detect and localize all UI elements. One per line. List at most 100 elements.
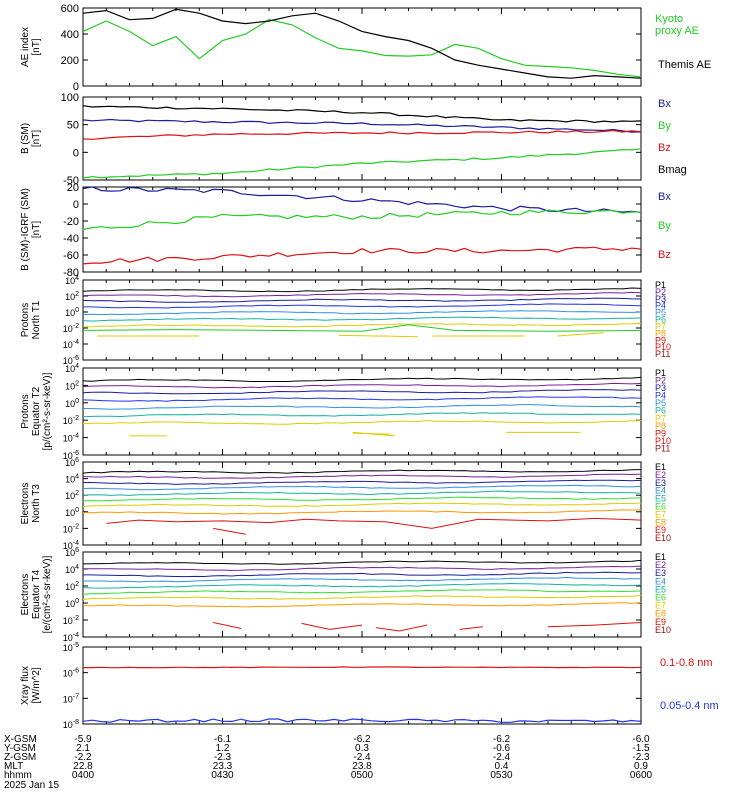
y-axis-label: Equator T4 [31, 569, 42, 619]
y-axis-label: [W/m^2] [31, 667, 42, 704]
series-line [82, 601, 642, 608]
series-line [82, 396, 642, 402]
y-tick-label: 10-6 [63, 355, 79, 366]
y-tick-label: -40 [63, 233, 79, 245]
series-line [82, 129, 642, 140]
legend-entry: Bx [658, 98, 671, 110]
legend-entry: P9 [655, 335, 666, 345]
orbit-cell: 2.1 [76, 743, 90, 754]
orbit-cell: 0500 [351, 770, 374, 781]
series-line [82, 559, 642, 565]
series-line [82, 118, 642, 133]
panel-frame-5 [82, 367, 642, 456]
series-line [82, 469, 642, 474]
legend-entry: P2 [655, 376, 666, 386]
orbit-cell: 0430 [211, 770, 234, 781]
series-segment [352, 432, 390, 435]
series-line [82, 404, 642, 410]
series-line [82, 502, 642, 508]
series-line [82, 186, 642, 213]
y-axis-label: Electrons [20, 483, 31, 525]
y-tick-label: 10-2 [63, 615, 79, 626]
y-tick-label: 100 [61, 92, 79, 104]
legend-entry: P6 [655, 315, 666, 325]
legend-entry: P11 [655, 349, 670, 359]
y-axis-label: [nT] [31, 130, 42, 147]
series-segment [213, 622, 242, 629]
orbit-cell: -6.2 [493, 734, 511, 745]
legend-entry: P5 [655, 398, 666, 408]
series-line [82, 376, 642, 382]
y-tick-label: -80 [63, 267, 79, 279]
y-tick-label: 106 [65, 457, 79, 468]
legend-entry: E6 [655, 502, 666, 512]
y-tick-label: 100 [65, 507, 79, 518]
y-axis-label: [p/(cm²-s-sr-keV)] [42, 372, 53, 450]
orbit-cell: 0.9 [634, 761, 648, 772]
orbit-cell: 0400 [72, 770, 95, 781]
y-axis-label: Electrons [20, 574, 31, 616]
y-tick-label: 104 [65, 474, 79, 485]
orbit-cell: 23.8 [352, 761, 372, 772]
legend-entry: P10 [655, 342, 671, 352]
legend-entry: E1 [655, 462, 666, 472]
y-tick-label: -50 [63, 175, 79, 187]
y-axis-label: B (SM)-IGRF (SM) [20, 188, 31, 271]
series-line [82, 8, 642, 79]
series-line [82, 322, 642, 328]
y-tick-label: 600 [61, 3, 79, 15]
legend-entry: E7 [655, 601, 666, 611]
series-line [82, 316, 642, 322]
orbit-row-label: MLT [4, 761, 23, 772]
y-tick-label: 0 [73, 147, 79, 159]
orbit-row-label: hhmm [4, 770, 32, 781]
legend-entry: P2 [655, 287, 666, 297]
y-tick-label: 0 [73, 199, 79, 211]
legend-entry: Bz [658, 142, 671, 154]
y-tick-label: 10-2 [63, 415, 79, 426]
y-axis-label: Protons [20, 303, 31, 337]
y-tick-label: 104 [65, 363, 79, 374]
y-tick-label: 200 [61, 55, 79, 67]
y-tick-label: 0 [73, 81, 79, 93]
y-tick-label: 10-4 [63, 632, 79, 643]
legend-entry: Bmag [658, 164, 687, 176]
series-segment [547, 622, 642, 628]
y-tick-label: 100 [65, 598, 79, 609]
y-tick-label: 10-4 [63, 540, 79, 551]
legend-entry: E10 [655, 533, 671, 543]
y-tick-label: -20 [63, 216, 79, 228]
legend-entry: Bz [658, 249, 671, 261]
legend-entry: P7 [655, 321, 666, 331]
orbit-cell: 0600 [630, 770, 653, 781]
legend-entry: P1 [655, 368, 666, 378]
orbit-cell: 0530 [490, 770, 513, 781]
series-line [82, 246, 642, 265]
series-line [82, 589, 642, 595]
orbit-row-label: Y-GSM [4, 743, 36, 754]
orbit-cell: -2.2 [74, 752, 92, 763]
y-tick-label: 102 [65, 291, 79, 302]
y-axis-label: [e/(cm²-s-sr-keV)] [42, 555, 53, 633]
y-tick-label: 106 [65, 547, 79, 558]
legend-entry: Bx [658, 191, 671, 203]
panel-frame-1 [82, 7, 642, 87]
legend-entry: P10 [655, 436, 671, 446]
legend-entry: E5 [655, 494, 666, 504]
series-line [83, 666, 642, 669]
orbit-cell: -0.6 [493, 743, 511, 754]
legend-entry: P1 [655, 280, 666, 290]
series-segment [82, 324, 642, 332]
series-line [82, 412, 642, 418]
y-tick-label: 100 [65, 307, 79, 318]
series-line [82, 582, 642, 589]
orbit-cell: -2.3 [632, 752, 650, 763]
legend-entry: P9 [655, 428, 666, 438]
y-tick-label: 10-2 [63, 523, 79, 534]
legend-entry: E5 [655, 584, 666, 594]
y-tick-label: 104 [65, 275, 79, 286]
series-line [83, 576, 642, 583]
legend-entry: E1 [655, 552, 666, 562]
